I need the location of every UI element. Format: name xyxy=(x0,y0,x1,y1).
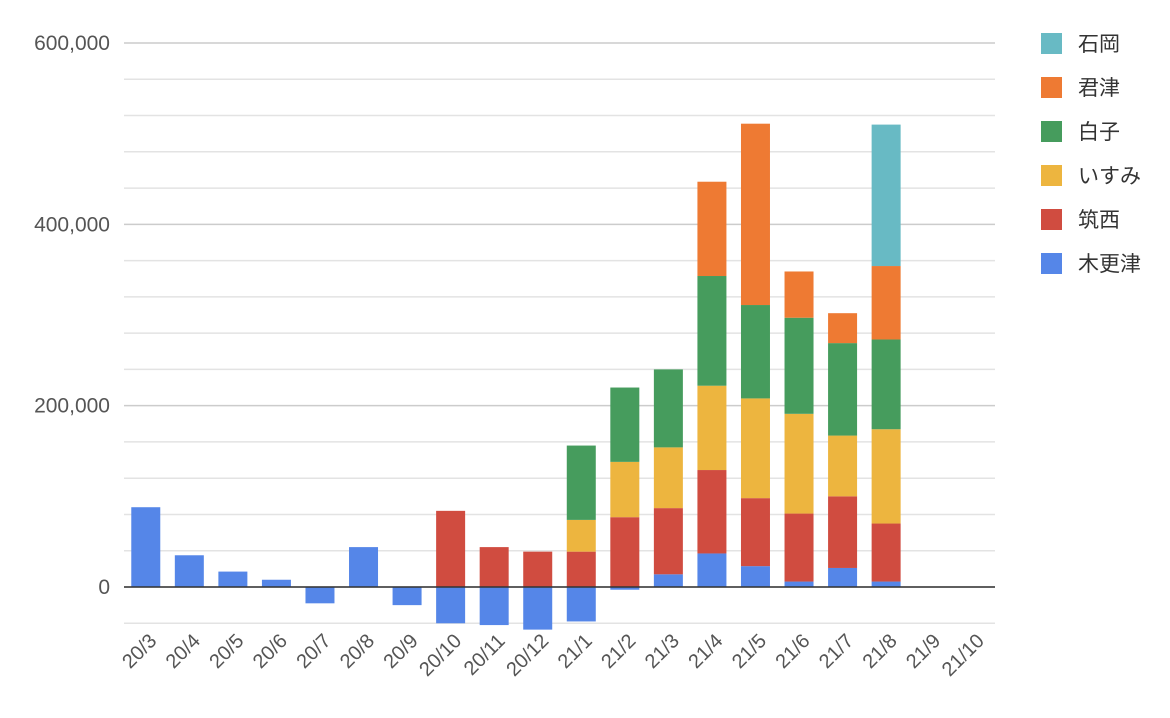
bar-segment xyxy=(784,513,814,582)
bar-segment xyxy=(479,547,509,587)
bar-segment xyxy=(523,587,553,630)
bar-segment xyxy=(131,507,161,587)
bar-segment xyxy=(784,413,814,514)
bar-segment xyxy=(174,555,204,587)
bar-segment xyxy=(828,567,858,587)
x-tick-label: 21/8 xyxy=(859,630,902,673)
x-tick-label: 21/2 xyxy=(597,630,640,673)
bar-segment xyxy=(610,517,640,587)
y-tick-label: 0 xyxy=(98,576,110,599)
legend-label: 白子 xyxy=(1078,120,1120,144)
bar-segment xyxy=(740,498,770,567)
bar-segment xyxy=(697,470,727,554)
gridlines xyxy=(124,42,995,625)
x-tick-label: 21/3 xyxy=(641,630,684,673)
bar-segment xyxy=(828,435,858,497)
bar-segment xyxy=(610,387,640,462)
bar-segment xyxy=(218,571,248,587)
x-tick-label: 20/5 xyxy=(205,630,248,673)
legend-item: 木更津 xyxy=(1041,252,1141,276)
legend-item: 石岡 xyxy=(1041,32,1120,56)
bar-segment xyxy=(784,581,814,587)
bar-segment xyxy=(653,508,683,575)
y-tick-label: 600,000 xyxy=(34,32,110,55)
x-tick-label: 21/6 xyxy=(771,630,814,673)
bar-segment xyxy=(697,276,727,386)
legend-swatch xyxy=(1041,209,1062,230)
x-tick-label: 20/8 xyxy=(336,630,379,673)
legend-label: 木更津 xyxy=(1078,252,1141,276)
bar-segment xyxy=(305,587,335,604)
x-axis-tick-labels: 20/3 20/4 20/5 20/6 20/7 20/8 20/920/1020/1120… xyxy=(118,630,989,681)
legend-item: 君津 xyxy=(1041,76,1120,100)
bar-segment xyxy=(349,547,379,587)
bar-segment xyxy=(523,551,553,587)
bar-segment xyxy=(740,398,770,499)
legend-swatch xyxy=(1041,33,1062,54)
bar-segment xyxy=(784,271,814,318)
bar-segment xyxy=(871,523,901,582)
x-tick-label: 20/10 xyxy=(415,630,466,681)
bar-segment xyxy=(392,587,422,606)
legend-item: 筑西 xyxy=(1041,208,1120,232)
legend-swatch xyxy=(1041,165,1062,186)
bar-segment xyxy=(871,124,901,267)
bars xyxy=(131,123,901,630)
x-tick-label: 20/4 xyxy=(162,630,205,673)
legend-swatch xyxy=(1041,121,1062,142)
x-tick-label: 21/7 xyxy=(815,630,858,673)
bar-segment xyxy=(697,385,727,471)
bar-segment xyxy=(828,496,858,568)
bar-segment xyxy=(740,566,770,587)
bar-segment xyxy=(566,587,596,622)
bar-segment xyxy=(871,429,901,524)
bar-segment xyxy=(610,461,640,518)
x-tick-label: 20/6 xyxy=(249,630,292,673)
bar-segment xyxy=(566,519,596,552)
x-tick-label: 21/4 xyxy=(684,630,727,673)
bar-segment xyxy=(871,266,901,340)
bar-segment xyxy=(653,369,683,448)
y-tick-label: 400,000 xyxy=(34,213,110,236)
bar-segment xyxy=(697,181,727,277)
bar-segment xyxy=(261,579,291,587)
bar-segment xyxy=(436,510,466,587)
bar-segment xyxy=(566,551,596,587)
x-tick-label: 20/7 xyxy=(292,630,335,673)
bar-segment xyxy=(610,587,640,590)
x-tick-label: 21/5 xyxy=(728,630,771,673)
bar-segment xyxy=(740,123,770,306)
legend-swatch xyxy=(1041,253,1062,274)
legend-swatch xyxy=(1041,77,1062,98)
x-tick-label: 21/1 xyxy=(554,630,597,673)
bar-segment xyxy=(871,339,901,430)
bar-segment xyxy=(740,305,770,399)
legend-label: 石岡 xyxy=(1078,32,1120,56)
bar-segment xyxy=(784,317,814,414)
x-tick-label: 20/12 xyxy=(502,630,553,681)
legend-item: 白子 xyxy=(1041,120,1120,144)
legend-label: 君津 xyxy=(1078,76,1120,100)
y-tick-label: 200,000 xyxy=(34,395,110,418)
bar-segment xyxy=(697,553,727,587)
bar-segment xyxy=(653,574,683,587)
y-axis-tick-labels: 0 200,000 400,000 600,000 xyxy=(34,32,110,599)
x-tick-label: 21/10 xyxy=(938,630,989,681)
bar-segment xyxy=(479,587,509,626)
bar-segment xyxy=(436,587,466,624)
bar-segment xyxy=(653,447,683,509)
legend-label: いすみ xyxy=(1078,164,1141,188)
legend-label: 筑西 xyxy=(1078,208,1120,232)
x-tick-label: 20/3 xyxy=(118,630,161,673)
legend-item: いすみ xyxy=(1041,164,1141,188)
x-tick-label: 20/11 xyxy=(460,630,510,680)
bar-segment xyxy=(566,445,596,520)
bar-segment xyxy=(828,313,858,344)
bar-segment xyxy=(871,581,901,587)
bar-segment xyxy=(828,343,858,436)
